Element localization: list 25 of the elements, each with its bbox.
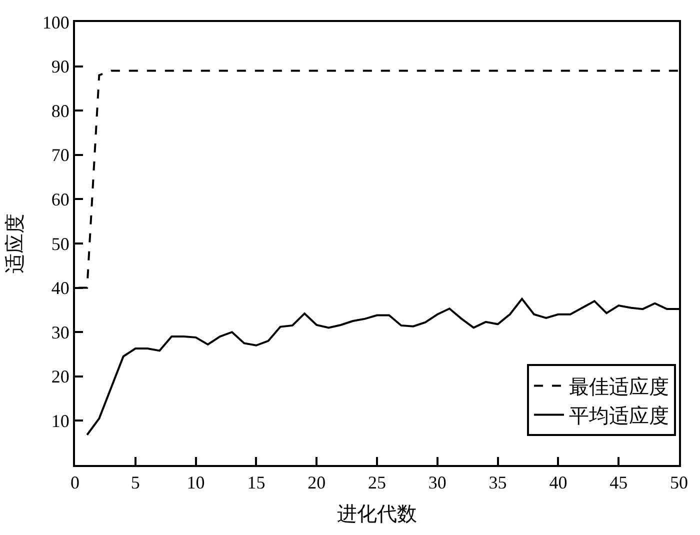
x-tick-label: 40 [549, 472, 568, 493]
x-tick-label: 0 [70, 472, 80, 493]
x-tick-label: 10 [186, 472, 205, 493]
y-tick-label: 60 [51, 190, 70, 210]
x-tick-label: 35 [488, 472, 507, 493]
x-tick-label: 15 [247, 472, 266, 493]
x-tick-label: 25 [368, 472, 386, 493]
y-tick-label: 40 [51, 278, 70, 298]
legend-label: 最佳适应度 [568, 376, 669, 399]
y-tick-label: 70 [51, 145, 70, 166]
x-axis-title: 进化代数 [337, 504, 417, 526]
y-axis-title: 适应度 [4, 214, 26, 274]
x-tick-label: 30 [428, 472, 446, 493]
x-tick-label: 5 [130, 472, 140, 493]
legend-label: 平均适应度 [568, 406, 669, 428]
y-tick-label: 10 [51, 411, 70, 431]
y-tick-label: 90 [51, 56, 70, 77]
y-tick-label: 100 [42, 12, 70, 32]
x-tick-label: 20 [308, 472, 326, 493]
x-tick-label: 50 [670, 472, 688, 493]
x-tick-label: 45 [610, 472, 628, 493]
y-tick-label: 20 [51, 366, 70, 387]
y-tick-label: 30 [51, 322, 70, 342]
y-tick-label: 50 [51, 234, 70, 254]
y-tick-label: 80 [51, 100, 70, 121]
